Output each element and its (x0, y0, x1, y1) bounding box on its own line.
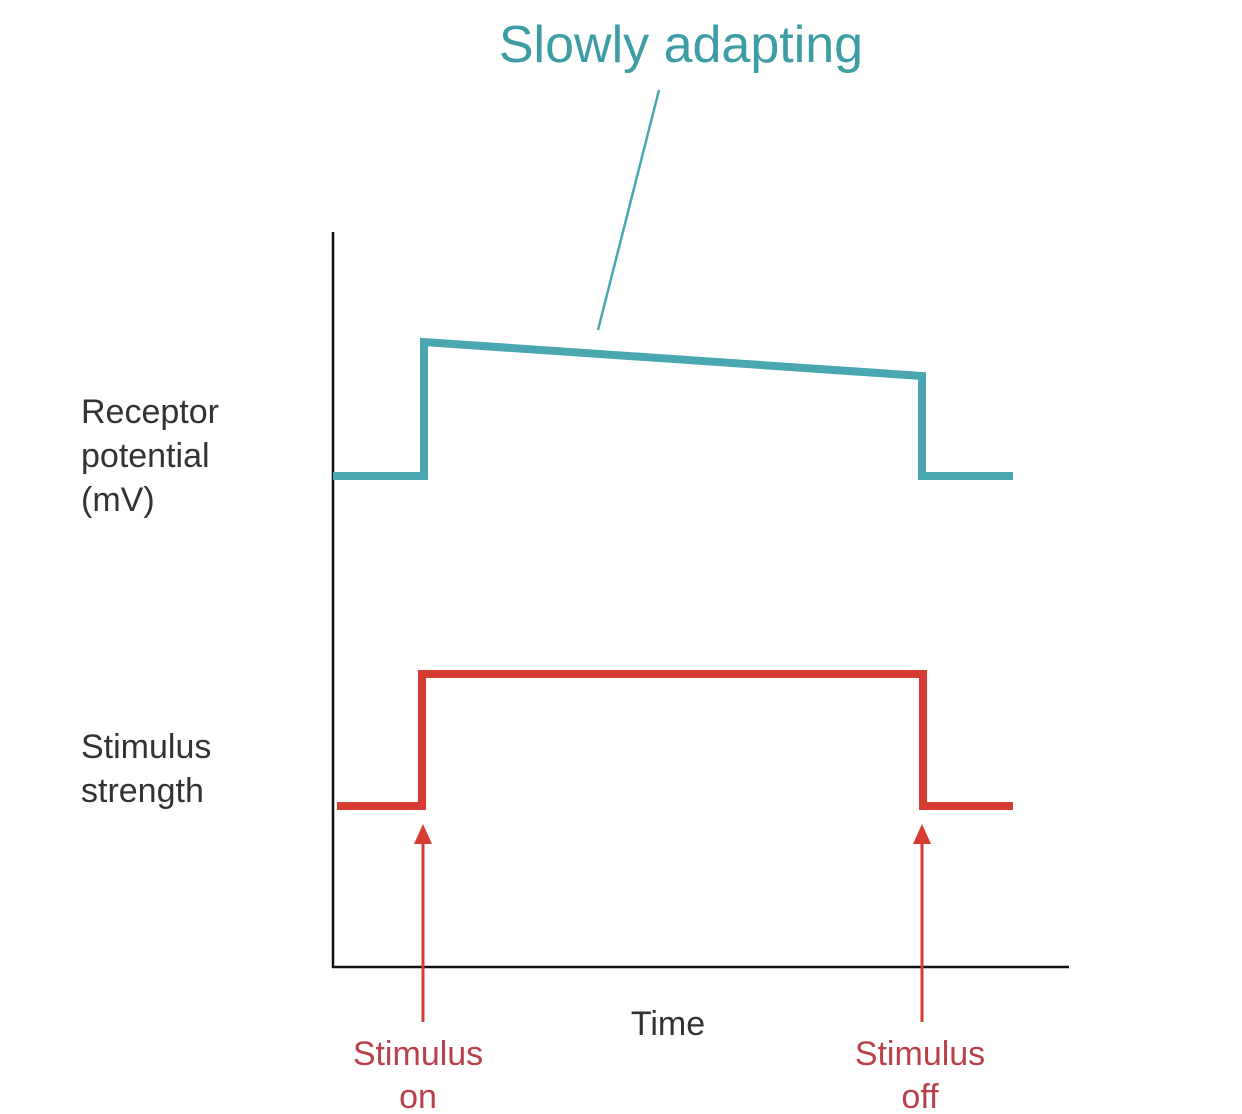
svg-text:(mV): (mV) (81, 481, 155, 519)
stimulus-strength-label: Stimulus strength (81, 728, 211, 810)
receptor-potential-trace (333, 337, 1013, 480)
svg-text:Stimulus: Stimulus (353, 1035, 483, 1073)
svg-text:Receptor: Receptor (81, 393, 219, 431)
title: Slowly adapting (499, 16, 863, 74)
stimulus-strength-trace (337, 670, 1013, 810)
svg-text:on: on (399, 1078, 437, 1114)
x-axis-label: Time (631, 1005, 705, 1043)
stimulus-off-label: Stimulus off (855, 1035, 985, 1114)
title-callout-line (596, 89, 661, 331)
receptor-potential-label: Receptor potential (mV) (81, 393, 219, 519)
stimulus-on-label: Stimulus on (353, 1035, 483, 1114)
svg-text:strength: strength (81, 772, 204, 810)
svg-text:Stimulus: Stimulus (81, 728, 211, 766)
svg-text:Stimulus: Stimulus (855, 1035, 985, 1073)
stimulus-off-arrow (913, 824, 931, 1022)
svg-text:potential: potential (81, 437, 210, 475)
stimulus-on-arrow (414, 824, 432, 1022)
svg-text:off: off (901, 1078, 939, 1114)
